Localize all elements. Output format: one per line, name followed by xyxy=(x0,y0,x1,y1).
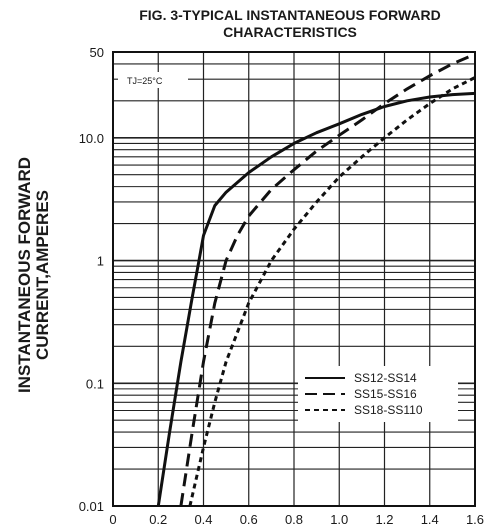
y-axis-label: INSTANTANEOUS FORWARD CURRENT,AMPERES xyxy=(15,157,52,393)
temperature-annotation: TJ=25°C xyxy=(118,72,188,88)
x-tick-label: 0.2 xyxy=(149,512,167,527)
series-lines xyxy=(156,52,476,507)
chart-title-line-1: FIG. 3-TYPICAL INSTANTANEOUS FORWARD xyxy=(139,7,441,23)
x-tick-label: 1.2 xyxy=(375,512,393,527)
series-line-ss18-ss110 xyxy=(188,76,476,507)
x-tick-label: 0.4 xyxy=(194,512,212,527)
y-tick-labels: 0.01 0.1 1 10.0 50 xyxy=(79,45,104,514)
x-tick-labels: 0 0.2 0.4 0.6 0.8 1.0 1.2 1.4 1.6 xyxy=(109,512,484,527)
x-tick-label: 0 xyxy=(109,512,116,527)
x-tick-label: 1.0 xyxy=(330,512,348,527)
chart-title-line-2: CHARACTERISTICS xyxy=(223,24,357,40)
legend-entry-ss18-ss110: SS18-SS110 xyxy=(354,403,423,417)
series-line-ss12-ss14 xyxy=(156,91,476,507)
x-tick-label: 1.4 xyxy=(421,512,439,527)
y-tick-label: 0.01 xyxy=(79,499,104,514)
legend-entry-ss15-ss16: SS15-SS16 xyxy=(354,387,417,401)
series-line-ss15-ss16 xyxy=(179,52,476,507)
y-tick-label: 50 xyxy=(90,45,104,60)
plot-frame xyxy=(112,51,476,507)
temperature-annotation-text: TJ=25°C xyxy=(127,76,163,86)
y-tick-label: 1 xyxy=(97,254,104,269)
legend: SS12-SS14 SS15-SS16 SS18-SS110 xyxy=(298,366,458,422)
x-tick-label: 0.8 xyxy=(285,512,303,527)
legend-entry-ss12-ss14: SS12-SS14 xyxy=(354,371,417,385)
y-axis-label-line-1: INSTANTANEOUS FORWARD xyxy=(15,157,34,393)
y-tick-label: 0.1 xyxy=(86,376,104,391)
x-tick-label: 1.6 xyxy=(466,512,484,527)
y-axis-label-line-2: CURRENT,AMPERES xyxy=(33,190,52,360)
y-tick-label: 10.0 xyxy=(79,131,104,146)
x-tick-label: 0.6 xyxy=(240,512,258,527)
